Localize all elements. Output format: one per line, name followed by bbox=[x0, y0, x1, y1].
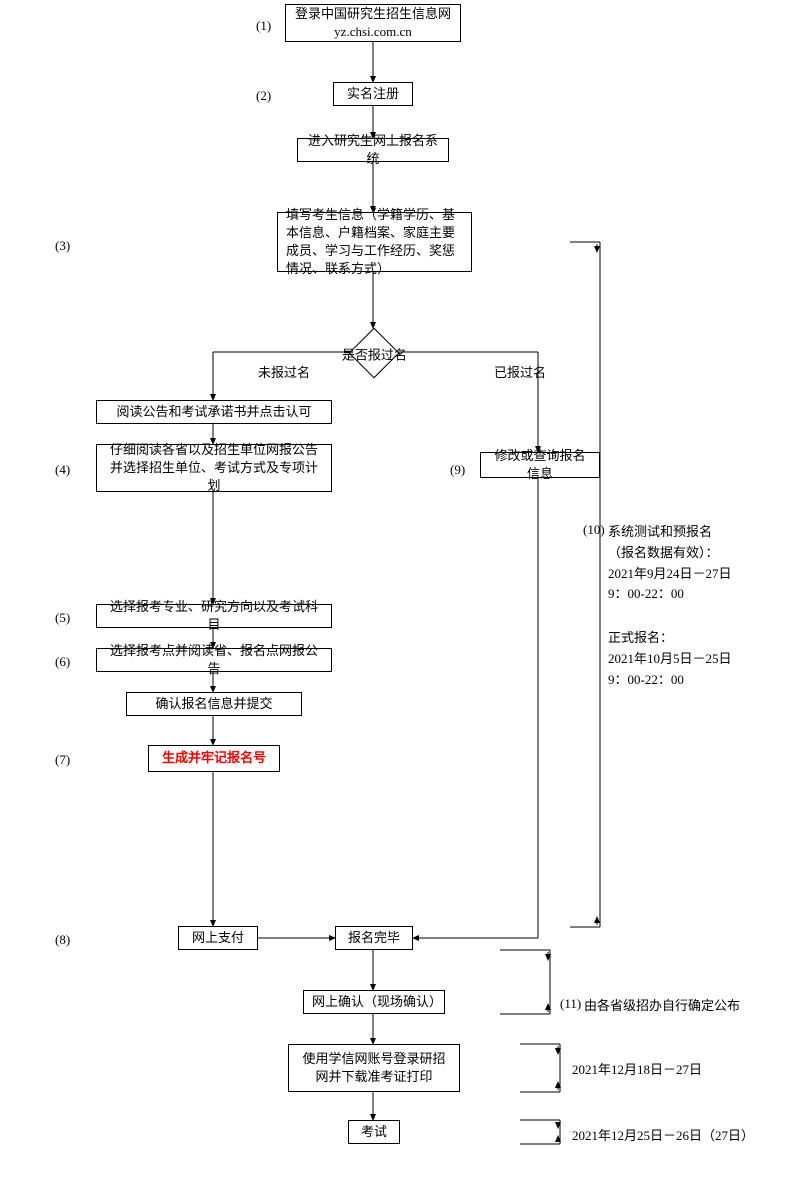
box-done: 报名完毕 bbox=[335, 926, 413, 950]
step-1-number: (1) bbox=[256, 18, 271, 34]
box-generate-number-text: 生成并牢记报名号 bbox=[162, 749, 266, 767]
box-read-provincial: 仔细阅读各省以及招生单位网报公告并选择招生单位、考试方式及专项计划 bbox=[96, 444, 332, 492]
side-s2l2: 2021年10月5日－25日 bbox=[608, 651, 732, 666]
box-exam: 考试 bbox=[348, 1120, 400, 1144]
box-modify-query: 修改或查询报名信息 bbox=[480, 452, 600, 478]
box-enter-system: 进入研究生网上报名系统 bbox=[297, 138, 449, 162]
flowchart-canvas: (1) (2) (3) (4) (9) (5) (6) (7) (8) (10)… bbox=[0, 0, 786, 1184]
box-login-l2: yz.chsi.com.cn bbox=[334, 24, 412, 39]
side-s1l3: 2021年9月24日－27日 bbox=[608, 566, 732, 581]
step-4-number: (4) bbox=[55, 462, 70, 478]
box-register: 实名注册 bbox=[333, 82, 413, 106]
box-fill-info: 填写考生信息（学籍学历、基本信息、户籍档案、家庭主要成员、学习与工作经历、奖惩情… bbox=[277, 212, 472, 272]
step-2-number: (2) bbox=[256, 88, 271, 104]
side-s2l3: 9：00-22：00 bbox=[608, 672, 684, 687]
step-10-number: (10) bbox=[583, 522, 605, 538]
box-choose-major: 选择报考专业、研究方向以及考试科目 bbox=[96, 604, 332, 628]
step-3-number: (3) bbox=[55, 238, 70, 254]
box-read-notice: 阅读公告和考试承诺书并点击认可 bbox=[96, 400, 332, 424]
step-7-number: (7) bbox=[55, 752, 70, 768]
side-formal-register: 正式报名： 2021年10月5日－25日 9：00-22：00 bbox=[608, 628, 778, 690]
branch-left-label: 未报过名 bbox=[258, 362, 310, 381]
step-5-number: (5) bbox=[55, 610, 70, 626]
decision-label: 是否报过名 bbox=[332, 345, 416, 364]
box-print-ticket: 使用学信网账号登录研招网并下载准考证打印 bbox=[288, 1044, 460, 1092]
side-provincial-publish: 由各省级招办自行确定公布 bbox=[584, 996, 774, 1017]
step-8-number: (8) bbox=[55, 932, 70, 948]
side-date-ticket: 2021年12月18日－27日 bbox=[572, 1060, 772, 1081]
box-confirm-submit: 确认报名信息并提交 bbox=[126, 692, 302, 716]
side-s1l4: 9：00-22：00 bbox=[608, 586, 684, 601]
box-choose-site: 选择报考点并阅读省、报名点网报公告 bbox=[96, 648, 332, 672]
box-pay: 网上支付 bbox=[178, 926, 258, 950]
side-preregister: 系统测试和预报名 （报名数据有效）： 2021年9月24日－27日 9：00-2… bbox=[608, 522, 778, 605]
branch-right-label: 已报过名 bbox=[494, 362, 546, 381]
step-9-number: (9) bbox=[450, 462, 465, 478]
step-11-number: (11) bbox=[560, 996, 581, 1012]
side-s1l1: 系统测试和预报名 bbox=[608, 524, 712, 539]
decision-registered: 是否报过名 bbox=[349, 328, 400, 379]
side-s1l2: （报名数据有效）： bbox=[608, 545, 719, 560]
step-6-number: (6) bbox=[55, 654, 70, 670]
box-login: 登录中国研究生招生信息网 yz.chsi.com.cn bbox=[285, 4, 461, 42]
box-generate-number: 生成并牢记报名号 bbox=[148, 745, 280, 772]
side-s2l1: 正式报名： bbox=[608, 630, 673, 645]
box-confirm-online: 网上确认（现场确认） bbox=[303, 990, 445, 1014]
box-login-l1: 登录中国研究生招生信息网 bbox=[295, 6, 451, 21]
side-date-exam: 2021年12月25日－26日（27日） bbox=[572, 1126, 786, 1147]
